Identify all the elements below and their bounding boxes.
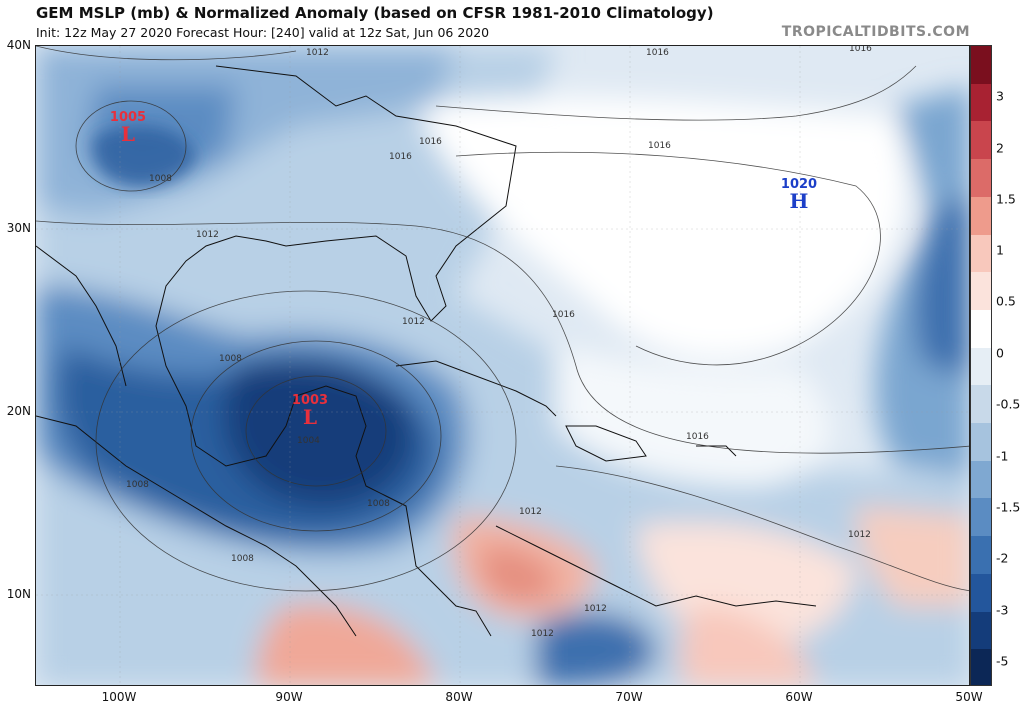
colorbar-segment [971, 498, 991, 538]
colorbar-segment [971, 309, 991, 349]
lon-label: 60W [785, 690, 813, 704]
colorbar-segment [971, 385, 991, 425]
contour-label: 1008 [149, 174, 172, 184]
colorbar-label: -3 [996, 602, 1009, 618]
contour-label: 1016 [552, 310, 575, 320]
low-pressure-letter: L [120, 122, 136, 146]
contour-label: 1008 [126, 480, 149, 490]
contour-label: 1012 [531, 629, 554, 639]
colorbar-segment [971, 347, 991, 387]
low-pressure-center: 1005 L [106, 110, 150, 146]
colorbar-label: 0 [996, 345, 1004, 361]
low-pressure-letter: L [302, 405, 318, 429]
lat-label: 10N [6, 587, 31, 601]
low-pressure-value: 1005 [109, 110, 147, 125]
map-anomaly-field [36, 46, 969, 685]
colorbar-label: -1.5 [996, 499, 1021, 515]
colorbar-label: 1 [996, 242, 1004, 258]
chart-subtitle: Init: 12z May 27 2020 Forecast Hour: [24… [36, 25, 490, 40]
contour-label: 1016 [389, 152, 412, 162]
map-panel: 1012 1016 1016 1016 1016 1016 1008 1012 … [35, 45, 970, 686]
colorbar-label: -2 [996, 550, 1009, 566]
colorbar-segment [971, 649, 991, 685]
high-pressure-center: 1020 H [777, 177, 821, 213]
colorbar-segment [971, 573, 991, 613]
lon-label: 80W [445, 690, 473, 704]
colorbar-segment [971, 234, 991, 274]
colorbar-label: 0.5 [996, 293, 1016, 309]
lat-label: 40N [6, 38, 31, 52]
chart-title: GEM MSLP (mb) & Normalized Anomaly (base… [36, 4, 714, 22]
colorbar-segment [971, 159, 991, 198]
contour-label: 1012 [306, 48, 329, 58]
lat-label: 30N [6, 221, 31, 235]
brand-watermark: TROPICALTIDBITS.COM [781, 24, 970, 40]
contour-label: 1008 [219, 354, 242, 364]
colorbar-segment [971, 611, 991, 651]
lat-label: 20N [6, 404, 31, 418]
high-pressure-letter: H [789, 189, 809, 213]
contour-label: 1012 [584, 604, 607, 614]
contour-label: 1016 [648, 141, 671, 151]
coastlines [36, 65, 817, 637]
lon-label: 90W [275, 690, 303, 704]
low-pressure-value: 1003 [291, 393, 329, 408]
low-pressure-center: 1003 L [288, 393, 332, 429]
colorbar-segment [971, 46, 991, 85]
colorbar-label: 3 [996, 88, 1004, 104]
contour-label: 1012 [196, 230, 219, 240]
lon-label: 100W [101, 690, 137, 704]
colorbar-segment [971, 536, 991, 575]
colorbar-segment [971, 83, 991, 123]
colorbar [970, 45, 992, 686]
lon-label: 50W [955, 690, 983, 704]
colorbar-segment [971, 121, 991, 161]
contour-label: 1012 [402, 317, 425, 327]
high-pressure-value: 1020 [780, 177, 818, 192]
contour-label: 1016 [419, 137, 442, 147]
contour-label: 1008 [367, 499, 390, 509]
colorbar-segment [971, 423, 991, 462]
colorbar-label: 2 [996, 140, 1004, 156]
isobars [36, 46, 969, 592]
contour-label: 1016 [646, 48, 669, 58]
contour-label: 1008 [231, 554, 254, 564]
colorbar-label: 1.5 [996, 191, 1016, 207]
contour-label: 1016 [849, 45, 872, 54]
contour-label: 1012 [848, 530, 871, 540]
contour-label: 1012 [519, 507, 542, 517]
lon-label: 70W [615, 690, 643, 704]
colorbar-label: -0.5 [996, 396, 1021, 412]
colorbar-segment [971, 196, 991, 236]
colorbar-label: -5 [996, 653, 1009, 669]
graticule [36, 46, 969, 685]
colorbar-segment [971, 272, 991, 311]
colorbar-segment [971, 460, 991, 500]
colorbar-label: -1 [996, 448, 1009, 464]
contour-label: 1004 [297, 436, 320, 446]
contour-label: 1016 [686, 432, 709, 442]
